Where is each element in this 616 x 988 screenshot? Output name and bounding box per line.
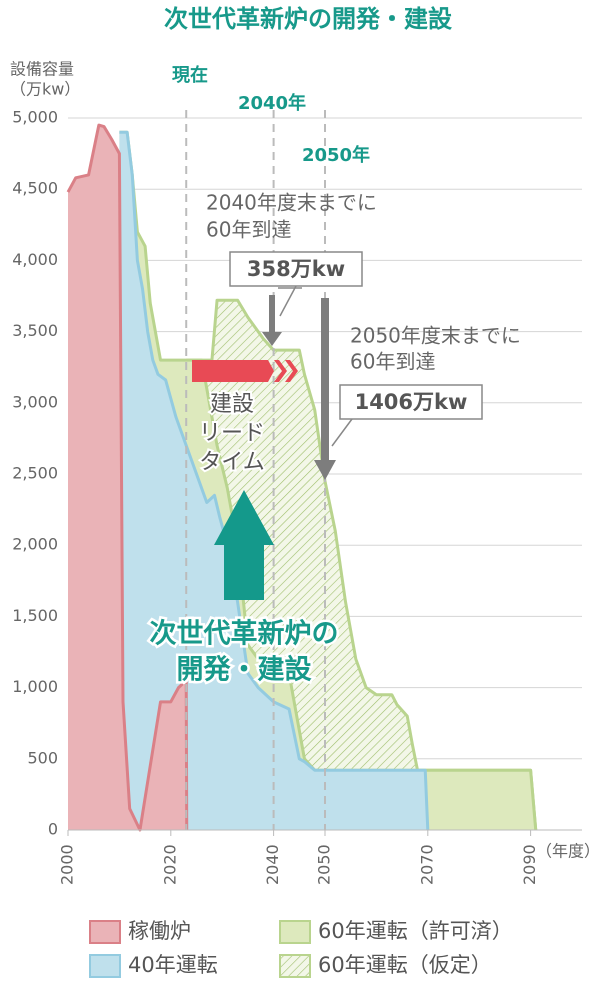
y-tick-label: 4,000 — [12, 250, 58, 269]
area — [68, 125, 187, 831]
reference-label: 2040年 — [238, 92, 306, 114]
x-tick-label: 2000 — [58, 844, 77, 885]
y-tick-label: 0 — [48, 820, 58, 839]
value-label: 358万kw — [247, 257, 345, 281]
leader — [279, 285, 297, 317]
annotation: リード — [199, 421, 265, 446]
y-tick-label: 500 — [27, 748, 58, 767]
legend-swatch — [89, 920, 121, 944]
y-tick-label: 1,500 — [12, 606, 58, 625]
area-line — [66, 123, 189, 832]
legend-swatch — [279, 920, 311, 944]
y-tick-label: 5,000 — [12, 108, 58, 127]
development-arrow — [214, 490, 274, 600]
value-box — [339, 384, 483, 420]
area — [119, 132, 428, 831]
y-axis-title: 設備容量 — [10, 60, 74, 79]
annotation: タイム — [199, 450, 265, 475]
annotation: 60年到達 — [206, 218, 291, 242]
x-tick-label: 2020 — [160, 844, 179, 885]
legend-swatch — [89, 954, 121, 978]
reference-label: 現在 — [172, 64, 208, 86]
lead-time-chevron — [274, 360, 287, 382]
area-line — [119, 130, 430, 831]
reference-label: 2050年 — [302, 144, 370, 166]
legend-swatch — [279, 954, 311, 978]
x-tick-label: 2070 — [417, 844, 436, 885]
annotation: 2040年度末までに — [206, 191, 377, 215]
y-tick-label: 4,500 — [12, 179, 58, 198]
value-label: 1406万kw — [355, 390, 468, 414]
y-tick-label: 1,000 — [12, 677, 58, 696]
y-tick-label: 3,500 — [12, 321, 58, 340]
legend-label: 稼働炉 — [128, 919, 191, 943]
y-tick-label: 2,000 — [12, 535, 58, 554]
leader — [331, 418, 353, 447]
y-axis-title: （万kw） — [10, 80, 80, 99]
legend-label: 60年運転（仮定） — [318, 953, 492, 977]
lead-time-arrow — [192, 360, 274, 382]
area-line — [119, 130, 538, 831]
annotation: 2050年度末までに — [350, 324, 521, 348]
annotation: 次世代革新炉の — [150, 618, 339, 650]
legend-label: 60年運転（許可済） — [318, 919, 513, 943]
chart-title: 次世代革新炉の開発・建設 — [164, 5, 453, 33]
lead-time-chevron — [285, 360, 298, 382]
annotation: 建設 — [210, 392, 254, 417]
x-tick-label: 2040 — [263, 844, 282, 885]
x-axis-unit: （年度） — [536, 842, 600, 861]
legend-label: 40年運転 — [128, 953, 218, 977]
x-tick-label: 2090 — [520, 844, 539, 885]
gray-arrow — [314, 298, 336, 480]
annotation: 60年到達 — [350, 350, 435, 374]
gray-arrow — [262, 295, 282, 346]
y-tick-label: 2,500 — [12, 464, 58, 483]
area-line — [186, 298, 538, 831]
annotation: 開発・建設 — [177, 654, 313, 686]
x-tick-label: 2050 — [315, 844, 334, 885]
y-tick-label: 3,000 — [12, 392, 58, 411]
value-box — [229, 251, 363, 287]
